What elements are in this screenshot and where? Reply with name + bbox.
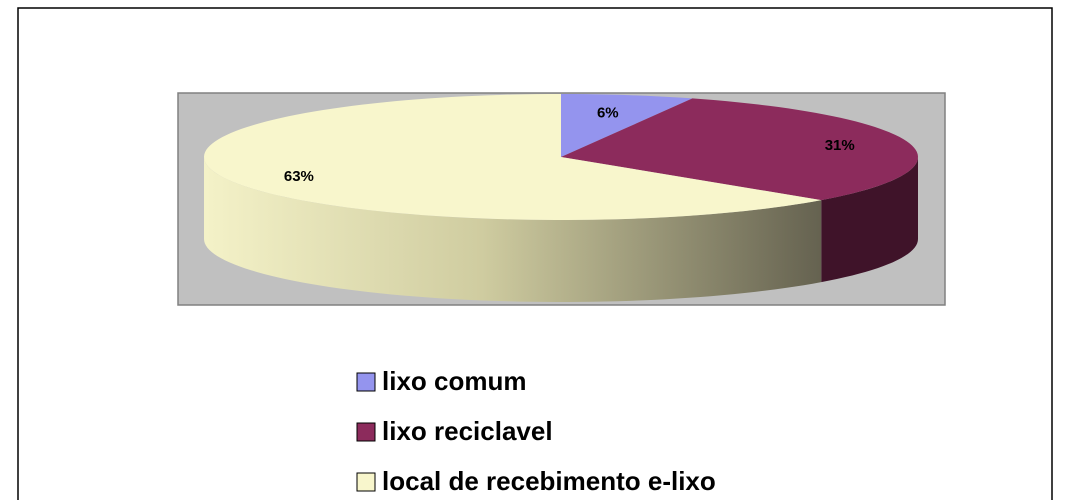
pie-side [204, 157, 822, 302]
legend-label: lixo comum [382, 366, 526, 396]
data-label: 31% [825, 137, 855, 154]
legend-label: lixo reciclavel [382, 416, 553, 446]
pie-side [821, 157, 918, 283]
legend-swatch [356, 372, 376, 392]
legend-swatch [356, 472, 376, 492]
data-label: 6% [597, 105, 619, 122]
data-label: 63% [284, 168, 314, 185]
pie-slice [204, 94, 822, 220]
pie-slice [561, 94, 693, 157]
legend-swatch [356, 422, 376, 442]
pie-slice [561, 98, 918, 201]
legend-label: local de recebimento e-lixo [382, 466, 716, 496]
